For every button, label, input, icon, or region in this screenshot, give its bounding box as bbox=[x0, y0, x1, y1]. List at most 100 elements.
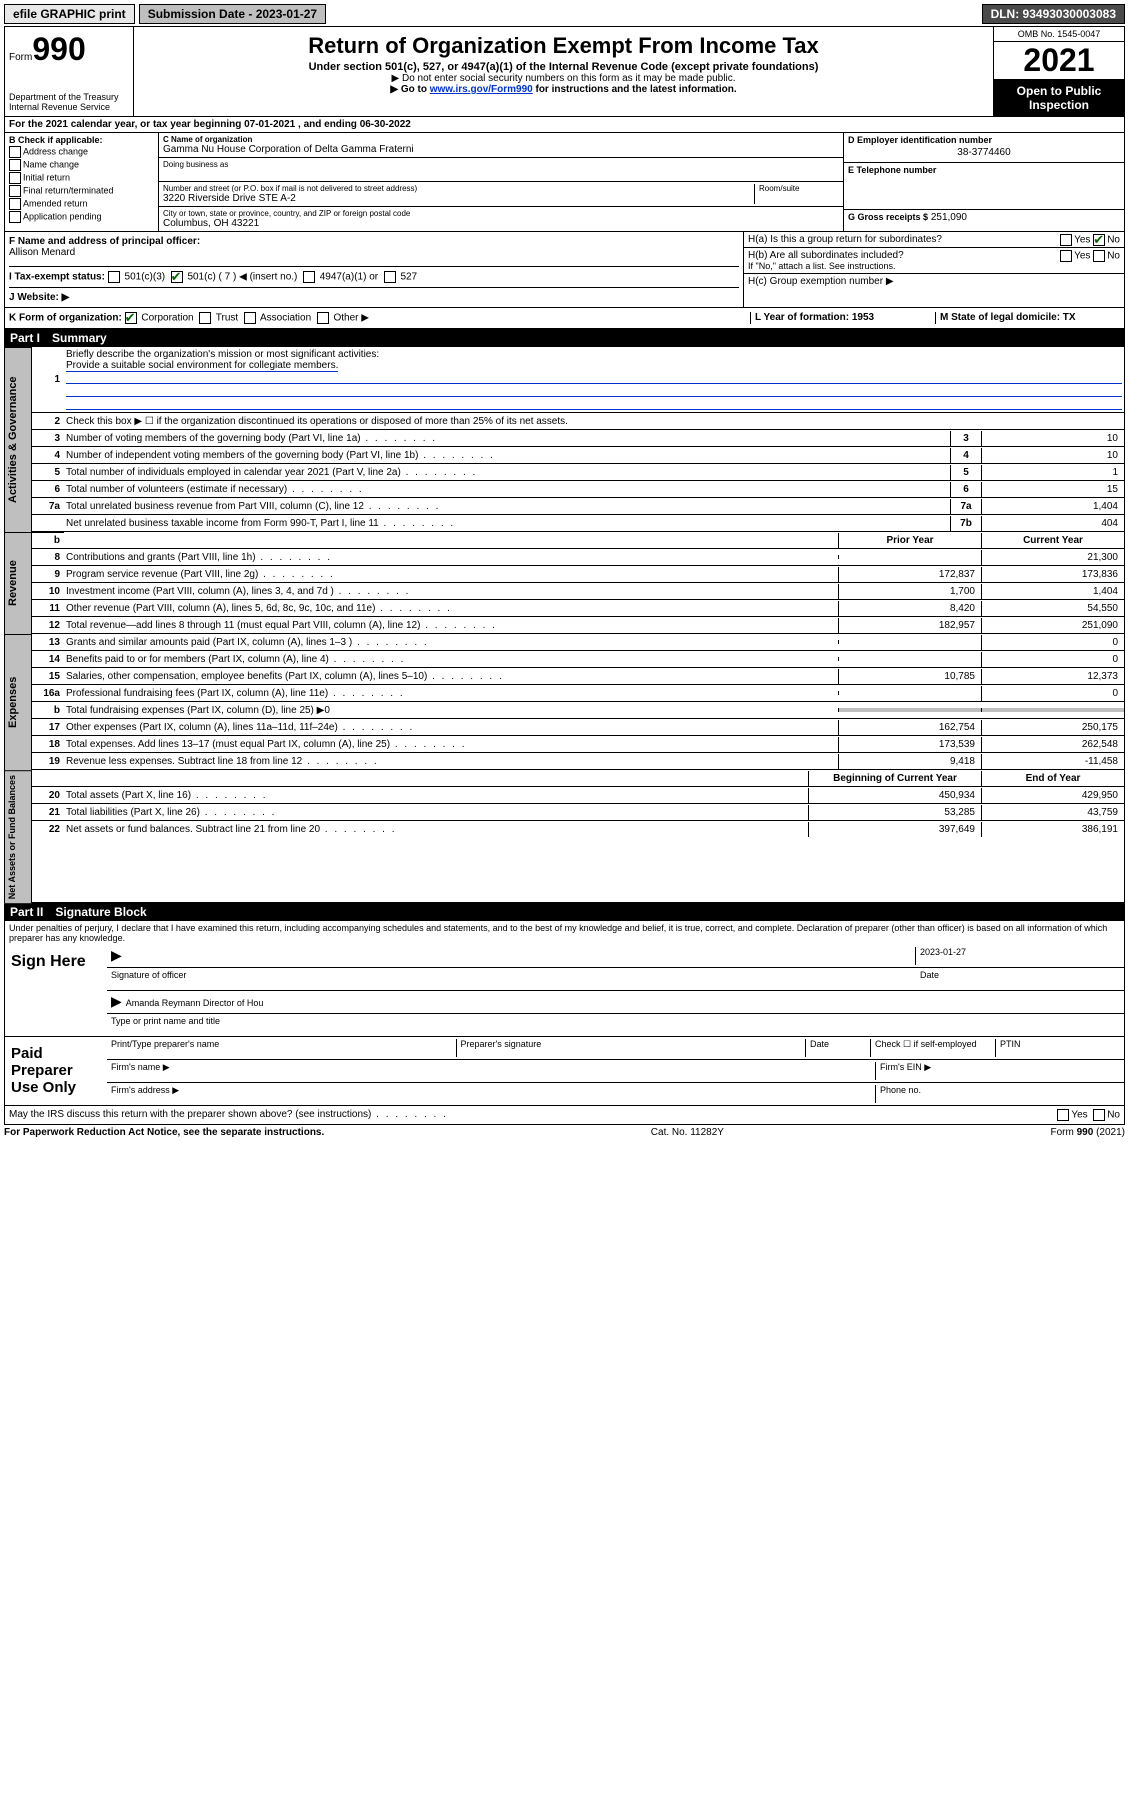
irs-label: Internal Revenue Service bbox=[9, 102, 129, 112]
checkbox-corporation[interactable] bbox=[125, 312, 137, 324]
open-to-public: Open to Public Inspection bbox=[994, 80, 1124, 116]
part1-header: Part I Summary bbox=[4, 329, 1125, 347]
prior-year-value: 1,700 bbox=[838, 584, 981, 599]
section-c-name-label: C Name of organization bbox=[163, 135, 839, 144]
checkbox-association[interactable] bbox=[244, 312, 256, 324]
org-name: Gamma Nu House Corporation of Delta Gamm… bbox=[163, 144, 839, 155]
col-beginning-year: Beginning of Current Year bbox=[808, 771, 981, 786]
sig-officer-label: Signature of officer bbox=[111, 970, 920, 988]
prior-year-value bbox=[838, 691, 981, 695]
preparer-date-label: Date bbox=[805, 1039, 870, 1057]
line-text: Other revenue (Part VIII, column (A), li… bbox=[64, 601, 838, 616]
current-year-value: 250,175 bbox=[981, 720, 1124, 735]
checkbox-501c3[interactable] bbox=[108, 271, 120, 283]
line-text: Net assets or fund balances. Subtract li… bbox=[64, 822, 808, 837]
tax-year: 2021 bbox=[994, 42, 1124, 80]
checkbox-501c[interactable] bbox=[171, 271, 183, 283]
current-year-value: 429,950 bbox=[981, 788, 1124, 803]
line-text: Number of independent voting members of … bbox=[64, 448, 950, 463]
form-subtitle: Under section 501(c), 527, or 4947(a)(1)… bbox=[142, 61, 985, 73]
checkbox-527[interactable] bbox=[384, 271, 396, 283]
officer-group-block: F Name and address of principal officer:… bbox=[4, 232, 1125, 308]
form-header: Form990 Department of the Treasury Inter… bbox=[4, 26, 1125, 117]
current-year-value: 251,090 bbox=[981, 618, 1124, 633]
current-year-value: 0 bbox=[981, 635, 1124, 650]
line-text: Total assets (Part X, line 16) bbox=[64, 788, 808, 803]
checkbox-app-pending[interactable] bbox=[9, 211, 21, 223]
col-prior-year: Prior Year bbox=[838, 533, 981, 548]
current-year-value: 12,373 bbox=[981, 669, 1124, 684]
current-year-value: 0 bbox=[981, 652, 1124, 667]
line-value: 10 bbox=[981, 448, 1124, 463]
current-year-value: 54,550 bbox=[981, 601, 1124, 616]
firm-name-label: Firm's name ▶ bbox=[111, 1062, 875, 1080]
form-label: Form bbox=[9, 52, 32, 63]
line-value: 1,404 bbox=[981, 499, 1124, 514]
line-text: Total number of individuals employed in … bbox=[64, 465, 950, 480]
section-m: M State of legal domicile: TX bbox=[935, 312, 1120, 324]
gross-receipts: 251,090 bbox=[931, 212, 967, 223]
section-g-label: G Gross receipts $ bbox=[848, 212, 928, 222]
line-text: Contributions and grants (Part VIII, lin… bbox=[64, 550, 838, 565]
line-text: Salaries, other compensation, employee b… bbox=[64, 669, 838, 684]
line-value: 404 bbox=[981, 516, 1124, 531]
efile-print-button[interactable]: efile GRAPHIC print bbox=[4, 4, 135, 24]
current-year-value: -11,458 bbox=[981, 754, 1124, 769]
checkbox-hb-yes[interactable] bbox=[1060, 250, 1072, 262]
line-text: Program service revenue (Part VIII, line… bbox=[64, 567, 838, 582]
vtab-governance: Activities & Governance bbox=[4, 347, 32, 532]
paid-preparer-label: Paid Preparer Use Only bbox=[5, 1037, 107, 1105]
vtab-netassets: Net Assets or Fund Balances bbox=[4, 770, 32, 903]
prior-year-value: 162,754 bbox=[838, 720, 981, 735]
checkbox-amended[interactable] bbox=[9, 198, 21, 210]
prior-year-value: 182,957 bbox=[838, 618, 981, 633]
submission-date-badge: Submission Date - 2023-01-27 bbox=[139, 4, 326, 24]
irs-discuss-text: May the IRS discuss this return with the… bbox=[9, 1109, 1057, 1121]
line-text: Other expenses (Part IX, column (A), lin… bbox=[64, 720, 838, 735]
section-l: L Year of formation: 1953 bbox=[750, 312, 935, 324]
checkbox-initial-return[interactable] bbox=[9, 172, 21, 184]
mission-text: Provide a suitable social environment fo… bbox=[66, 360, 338, 372]
current-year-value: 386,191 bbox=[981, 822, 1124, 837]
checkbox-discuss-no[interactable] bbox=[1093, 1109, 1105, 1121]
checkbox-address-change[interactable] bbox=[9, 146, 21, 158]
line-text: Revenue less expenses. Subtract line 18 … bbox=[64, 754, 838, 769]
section-i-label: I Tax-exempt status: bbox=[9, 272, 105, 283]
line1-text: Briefly describe the organization's miss… bbox=[66, 349, 379, 360]
city-label: City or town, state or province, country… bbox=[163, 209, 839, 218]
current-year-value bbox=[981, 708, 1124, 712]
current-year-value: 0 bbox=[981, 686, 1124, 701]
checkbox-discuss-yes[interactable] bbox=[1057, 1109, 1069, 1121]
section-a-tax-year: For the 2021 calendar year, or tax year … bbox=[4, 117, 1125, 133]
checkbox-name-change[interactable] bbox=[9, 159, 21, 171]
prior-year-value bbox=[838, 708, 981, 712]
checkbox-other[interactable] bbox=[317, 312, 329, 324]
note-ssn: ▶ Do not enter social security numbers o… bbox=[142, 73, 985, 84]
sign-date: 2023-01-27 bbox=[915, 947, 1120, 965]
checkbox-ha-no[interactable] bbox=[1093, 234, 1105, 246]
current-year-value: 21,300 bbox=[981, 550, 1124, 565]
note-goto: ▶ Go to www.irs.gov/Form990 for instruct… bbox=[142, 84, 985, 95]
line-text: Total fundraising expenses (Part IX, col… bbox=[64, 703, 838, 718]
current-year-value: 262,548 bbox=[981, 737, 1124, 752]
line-text: Grants and similar amounts paid (Part IX… bbox=[64, 635, 838, 650]
col-end-year: End of Year bbox=[981, 771, 1124, 786]
org-address: 3220 Riverside Drive STE A-2 bbox=[163, 193, 754, 204]
checkbox-trust[interactable] bbox=[199, 312, 211, 324]
current-year-value: 173,836 bbox=[981, 567, 1124, 582]
perjury-statement: Under penalties of perjury, I declare th… bbox=[4, 921, 1125, 945]
checkbox-hb-no[interactable] bbox=[1093, 250, 1105, 262]
paperwork-notice: For Paperwork Reduction Act Notice, see … bbox=[4, 1127, 324, 1138]
checkbox-final-return[interactable] bbox=[9, 185, 21, 197]
form-number: 990 bbox=[32, 31, 85, 67]
ptin-label: PTIN bbox=[995, 1039, 1120, 1057]
section-e-label: E Telephone number bbox=[848, 165, 1120, 175]
current-year-value: 1,404 bbox=[981, 584, 1124, 599]
line-text: Benefits paid to or for members (Part IX… bbox=[64, 652, 838, 667]
irs-form990-link[interactable]: www.irs.gov/Form990 bbox=[430, 84, 533, 95]
line-value: 10 bbox=[981, 431, 1124, 446]
prior-year-value: 450,934 bbox=[808, 788, 981, 803]
checkbox-4947[interactable] bbox=[303, 271, 315, 283]
checkbox-ha-yes[interactable] bbox=[1060, 234, 1072, 246]
prior-year-value: 397,649 bbox=[808, 822, 981, 837]
